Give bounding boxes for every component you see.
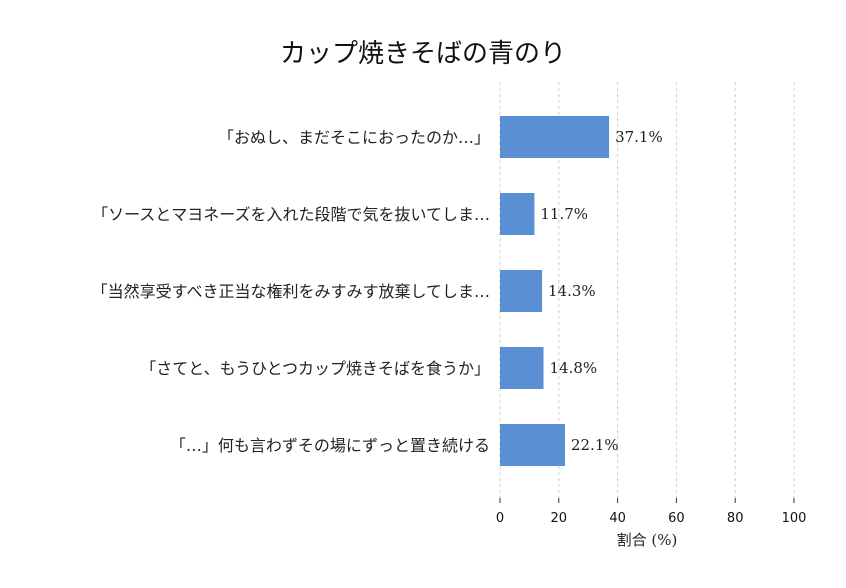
value-label: 22.1% [571,436,619,454]
value-label: 11.7% [540,205,588,223]
x-axis-ticks: 0 20 40 60 80 100 [496,498,807,526]
category-labels: 「おぬし、まだそこにおったのか…」「ソースとマヨネーズを入れた段階で気を抜いてし… [92,128,490,455]
value-label: 14.8% [550,359,598,377]
value-label: 14.3% [548,282,596,300]
value-label: 37.1% [615,128,663,146]
category-label: 「当然享受すべき正当な権利をみすみす放棄してしま… [92,282,490,301]
x-tick-label: 40 [609,511,626,526]
bar [500,270,543,312]
x-axis-label: 割合 (%) [617,531,678,549]
chart-title: カップ焼きそばの青のり [280,39,566,69]
value-labels: 37.1% 11.7% 14.3% 14.8% 22.1% [540,128,662,454]
x-tick-label: 0 [496,511,504,526]
x-tick-label: 100 [782,511,807,526]
bar [500,193,535,235]
category-label: 「ソースとマヨネーズを入れた段階で気を抜いてしま… [92,205,490,224]
x-tick-label: 80 [727,511,744,526]
x-tick-label: 20 [551,511,568,526]
bar [500,116,610,158]
x-tick-label: 60 [668,511,685,526]
category-label: 「…」何も言わずその場にずっと置き続ける [170,436,490,455]
bar [500,347,544,389]
bars [500,116,610,466]
bar [500,424,565,466]
category-label: 「おぬし、まだそこにおったのか…」 [218,128,490,147]
category-label: 「さてと、もうひとつカップ焼きそばを食うか」 [140,359,490,378]
